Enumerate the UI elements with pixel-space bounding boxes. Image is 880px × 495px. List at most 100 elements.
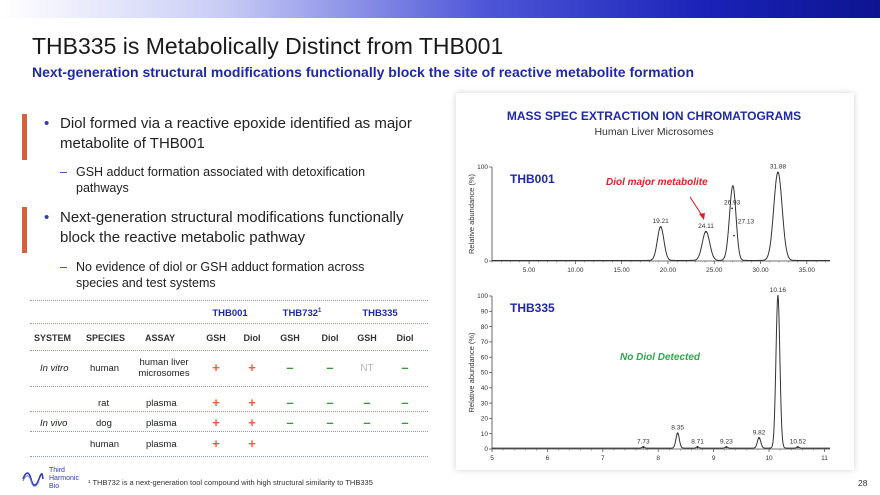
peak-label: 8.71 bbox=[691, 438, 704, 445]
table-divider bbox=[30, 456, 428, 457]
sub-bullet-1: – GSH adduct formation associated with d… bbox=[60, 164, 400, 196]
chromatogram-panel: MASS SPEC EXTRACTION ION CHROMATOGRAMS H… bbox=[456, 93, 854, 470]
sub-bullet-2-text: No evidence of diol or GSH adduct format… bbox=[76, 260, 365, 290]
dash-icon: – bbox=[60, 260, 67, 274]
annotation-no-diol: No Diol Detected bbox=[620, 352, 701, 363]
peak-marker bbox=[733, 234, 735, 237]
result-cell: – bbox=[326, 395, 334, 410]
chromatogram-trace bbox=[492, 295, 830, 449]
peak-marker bbox=[731, 207, 734, 210]
panel-label: THB001 bbox=[510, 172, 555, 186]
result-cell: – bbox=[363, 415, 371, 430]
chart-title: MASS SPEC EXTRACTION ION CHROMATOGRAMS bbox=[507, 109, 801, 123]
result-cell: + bbox=[248, 360, 256, 375]
footnote: ¹ THB732 is a next-generation tool compo… bbox=[88, 478, 373, 487]
table-divider bbox=[30, 386, 428, 387]
peak-marker bbox=[696, 446, 699, 449]
y-tick-label: 100 bbox=[477, 164, 488, 171]
peak-label: 31.88 bbox=[770, 164, 787, 171]
peak-label: 7.73 bbox=[637, 438, 650, 445]
peak-marker bbox=[777, 295, 779, 297]
peak-label: 9.82 bbox=[753, 429, 766, 436]
chart-subtitle: Human Liver Microsomes bbox=[594, 126, 713, 138]
col-header-system: SYSTEM bbox=[34, 333, 72, 343]
y-tick-label: 70 bbox=[481, 339, 489, 346]
result-cell: – bbox=[286, 395, 294, 410]
peak-label: 24.11 bbox=[698, 223, 714, 230]
result-cell: – bbox=[401, 415, 409, 430]
peak-label: 9.23 bbox=[720, 438, 733, 445]
peak-label: 27.13 bbox=[738, 219, 755, 226]
panel-label: THB335 bbox=[510, 301, 555, 315]
slide-subtitle: Next-generation structural modifications… bbox=[32, 64, 695, 80]
x-tick-label: 7 bbox=[601, 455, 605, 462]
col-header-gsh: GSH bbox=[206, 333, 226, 343]
x-tick-label: 9 bbox=[712, 455, 716, 462]
y-tick-label: 60 bbox=[481, 354, 489, 361]
table-divider bbox=[30, 300, 428, 301]
x-tick-label: 20.00 bbox=[660, 267, 677, 274]
y-tick-label: 10 bbox=[481, 431, 489, 438]
bullet-dot-icon: • bbox=[44, 115, 50, 132]
result-cell: – bbox=[326, 360, 334, 375]
y-tick-label: 30 bbox=[481, 400, 489, 407]
sub-bullet-2: – No evidence of diol or GSH adduct form… bbox=[60, 259, 400, 291]
bullet-2-text: Next-generation structural modifications… bbox=[60, 209, 404, 246]
assay-cell: plasma bbox=[146, 418, 177, 429]
result-cell: – bbox=[326, 415, 334, 430]
table-divider bbox=[30, 431, 428, 432]
y-tick-label: 0 bbox=[484, 446, 488, 453]
accent-bar bbox=[22, 207, 27, 253]
result-cell: – bbox=[401, 395, 409, 410]
chart-panel-thb001: 5.00 10.00 15.00 20.00 25.00 30.00 35.00 0 100Re… bbox=[467, 164, 830, 274]
company-logo: Third Harmonic Bio bbox=[22, 466, 86, 492]
result-cell: + bbox=[248, 395, 256, 410]
page-number: 28 bbox=[858, 478, 868, 488]
table-divider bbox=[30, 323, 428, 324]
y-tick-label: 80 bbox=[481, 324, 489, 331]
chart-panel-thb335: 5 6 7 8 9 10 11 0 10 20 30 40 50 60 70 80 90 100 Relative … bbox=[467, 287, 830, 462]
bullet-2: • Next-generation structural modificatio… bbox=[44, 208, 424, 248]
peak-marker bbox=[705, 230, 707, 233]
peak-marker bbox=[725, 446, 728, 449]
result-cell: + bbox=[212, 415, 220, 430]
x-tick-label: 11 bbox=[821, 455, 828, 462]
peak-marker bbox=[676, 432, 679, 435]
logo-text-line2: Harmonic bbox=[49, 475, 79, 482]
result-cell: – bbox=[401, 360, 409, 375]
table-divider bbox=[30, 411, 428, 412]
result-cell: + bbox=[212, 395, 220, 410]
col-header-species: SPECIES bbox=[86, 333, 126, 343]
x-tick-label: 6 bbox=[546, 455, 550, 462]
species-cell: rat bbox=[98, 398, 110, 409]
peak-label: 10.52 bbox=[790, 438, 807, 445]
compound-header-thb732: THB7321 bbox=[282, 308, 322, 320]
peak-marker bbox=[642, 446, 645, 449]
chromatogram-svg: MASS SPEC EXTRACTION ION CHROMATOGRAMS H… bbox=[467, 109, 830, 462]
annotation-diol: Diol major metabolite bbox=[606, 177, 708, 188]
peak-label: 10.16 bbox=[770, 287, 787, 294]
col-header-assay: ASSAY bbox=[145, 333, 176, 343]
x-tick-label: 8 bbox=[656, 455, 660, 462]
logo-wave-icon bbox=[22, 472, 44, 487]
x-tick-label: 10 bbox=[765, 455, 773, 462]
arrow-head-icon bbox=[699, 213, 706, 220]
col-header-diol: Diol bbox=[321, 333, 339, 343]
y-tick-label: 90 bbox=[481, 309, 489, 316]
result-cell: – bbox=[363, 395, 371, 410]
y-tick-label: 20 bbox=[481, 416, 489, 423]
col-header-gsh: GSH bbox=[280, 333, 300, 343]
result-cell: + bbox=[212, 436, 220, 451]
compound-header-thb001: THB001 bbox=[212, 308, 248, 319]
logo-text-line3: Bio bbox=[49, 483, 60, 490]
x-tick-label: 5 bbox=[490, 455, 494, 462]
bullet-1-text: Diol formed via a reactive epoxide ident… bbox=[60, 115, 412, 152]
y-tick-label: 100 bbox=[477, 293, 488, 300]
x-tick-label: 30.00 bbox=[752, 267, 769, 274]
result-cell: – bbox=[286, 415, 294, 430]
system-cell: In vivo bbox=[40, 418, 68, 429]
result-cell: + bbox=[248, 415, 256, 430]
x-tick-label: 10.00 bbox=[567, 267, 584, 274]
peak-label: 26.93 bbox=[724, 199, 741, 206]
peak-marker bbox=[796, 446, 799, 449]
